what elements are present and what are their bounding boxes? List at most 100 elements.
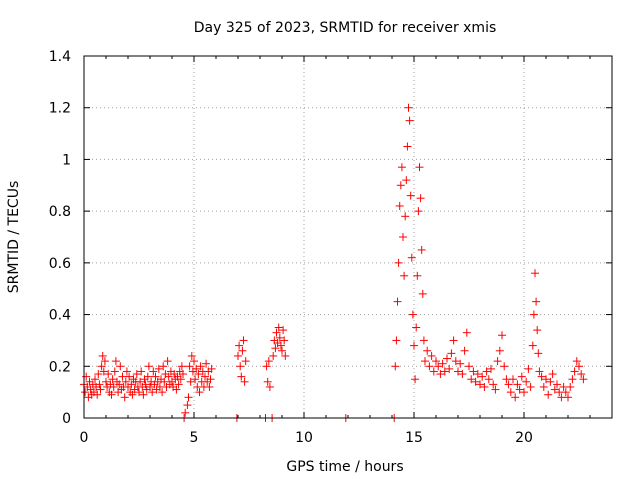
y-tick-label: 0.2: [49, 359, 71, 375]
data-point: [148, 388, 157, 397]
data-point: [121, 377, 130, 386]
data-point: [146, 382, 154, 391]
x-tick-label: 5: [190, 430, 199, 446]
data-point: [183, 401, 192, 410]
data-point: [164, 372, 173, 381]
data-point: [195, 388, 204, 397]
data-point: [515, 385, 524, 394]
data-point: [141, 380, 150, 389]
data-point: [132, 370, 141, 379]
data-point: [98, 351, 107, 360]
data-point: [537, 372, 546, 381]
data-point: [100, 357, 109, 366]
data-point: [416, 194, 425, 203]
data-point: [460, 346, 469, 355]
data-point: [575, 362, 583, 371]
data-point: [393, 297, 402, 306]
data-point: [436, 370, 445, 379]
data-point: [265, 382, 274, 391]
data-point: [135, 388, 143, 397]
data-point: [401, 212, 410, 221]
data-point: [419, 336, 428, 345]
data-point: [174, 380, 183, 389]
data-point: [107, 390, 116, 399]
data-point: [491, 385, 500, 394]
data-point: [414, 207, 423, 216]
data-point: [115, 380, 124, 389]
data-point: [407, 253, 416, 262]
data-point: [526, 382, 535, 391]
data-point: [190, 357, 198, 366]
y-tick-label: 0.6: [49, 256, 71, 272]
data-point: [151, 372, 160, 381]
y-tick-label: 1.2: [49, 101, 71, 117]
data-point: [108, 375, 117, 384]
data-point: [410, 341, 418, 350]
data-point: [544, 390, 553, 399]
data-point: [99, 367, 108, 376]
data-point: [207, 364, 216, 373]
data-point: [102, 377, 110, 386]
data-point: [411, 375, 420, 384]
data-point: [400, 271, 409, 280]
data-point: [402, 176, 411, 185]
data-point: [236, 362, 245, 371]
data-point: [275, 333, 284, 342]
data-point: [405, 116, 414, 125]
data-point: [278, 346, 286, 355]
data-point: [469, 367, 478, 376]
data-point: [568, 375, 577, 384]
data-point: [532, 297, 541, 306]
data-point: [122, 367, 131, 376]
data-point: [264, 357, 273, 366]
data-point: [572, 357, 581, 366]
data-point: [186, 377, 195, 386]
x-axis-label: GPS time / hours: [286, 459, 403, 475]
data-point: [429, 367, 438, 376]
data-point: [196, 362, 205, 371]
data-point: [493, 357, 502, 366]
data-point: [476, 380, 484, 389]
data-point: [205, 382, 214, 391]
data-point: [509, 375, 517, 384]
data-point: [184, 393, 193, 402]
data-point: [202, 359, 211, 368]
data-point: [271, 344, 280, 353]
y-tick-label: 0.4: [49, 308, 71, 324]
data-point: [489, 380, 498, 389]
data-point: [206, 375, 215, 384]
data-point: [535, 367, 544, 376]
x-tick-label: 0: [80, 430, 89, 446]
data-point: [280, 336, 289, 345]
data-point: [143, 372, 152, 381]
data-point: [451, 357, 460, 366]
data-point: [262, 362, 271, 371]
data-point: [456, 359, 465, 368]
data-point: [144, 362, 153, 371]
data-point: [504, 380, 513, 389]
data-point: [403, 142, 412, 151]
data-point: [438, 359, 447, 368]
data-point: [484, 375, 493, 384]
data-point: [94, 370, 103, 379]
data-point: [427, 351, 436, 360]
data-point: [97, 362, 106, 371]
data-point: [423, 346, 432, 355]
data-point: [237, 372, 246, 381]
data-point: [408, 310, 417, 319]
data-points: [80, 103, 588, 422]
data-point: [454, 367, 462, 376]
data-point: [465, 362, 473, 371]
data-point: [458, 370, 467, 379]
data-point: [418, 289, 427, 298]
data-point: [128, 390, 137, 399]
data-point: [136, 377, 145, 386]
ticks-layer: 0 5 10 15 20 0 0.2 0.4 0.6 0.8 1 1.2 1.4: [49, 49, 612, 446]
data-point: [471, 377, 480, 386]
data-point: [399, 233, 407, 241]
data-point: [417, 245, 426, 254]
data-point: [91, 375, 99, 384]
data-point: [96, 385, 105, 394]
data-point: [570, 367, 579, 376]
